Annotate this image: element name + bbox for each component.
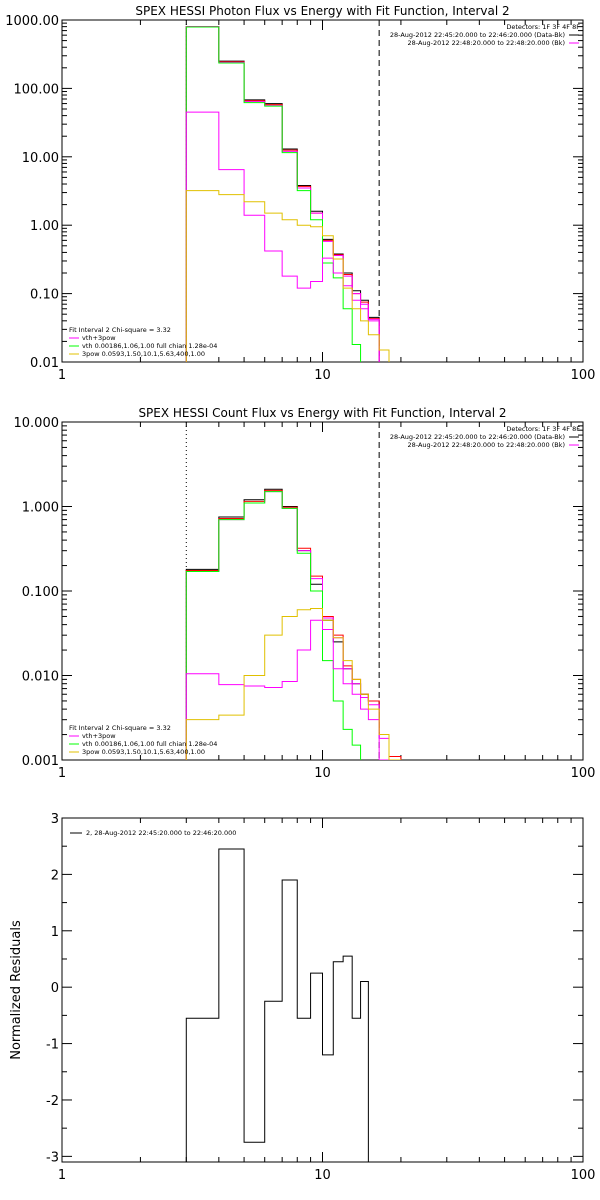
panel-photon: SPEX HESSI Photon Flux vs Energy with Fi… (5, 4, 596, 383)
y-tick-label: 1.00 (30, 219, 59, 234)
detectors-label: Detectors: 1F 3F 4F 8F (506, 425, 580, 433)
chart-title: SPEX HESSI Count Flux vs Energy with Fit… (138, 406, 506, 420)
series-0-2 (185, 26, 380, 362)
y-tick-label: -3 (46, 1150, 59, 1165)
series-0-4 (185, 111, 380, 362)
x-tick-label: 1 (58, 766, 66, 781)
y-tick-label: 0.01 (30, 356, 59, 371)
series-group (185, 848, 369, 1162)
x-tick-label: 1 (58, 1168, 66, 1183)
legend: Fit Interval 2 Chi-square = 3.32vth+3pow… (69, 724, 217, 756)
legend: 2, 28-Aug-2012 22:45:20.000 to 22:46:20.… (70, 829, 236, 837)
x-tick-label: 10 (314, 1168, 331, 1183)
y-axis: 0.001 0.010 0.100 1.000 10.000 (14, 416, 583, 769)
x-tick-label: 100 (571, 766, 596, 781)
y-tick-label: 0.100 (22, 585, 59, 600)
y-tick-label: 10.00 (22, 151, 59, 166)
y-tick-label: 10.000 (14, 416, 60, 431)
y-tick-label: 1000.00 (5, 14, 59, 29)
legend-item: vth 0.00186,1.06,1.00 full chian 1.28e-0… (82, 740, 217, 748)
x-tick-label: 1 (58, 368, 66, 383)
x-tick-label: 10 (314, 368, 331, 383)
series-2-0 (185, 848, 369, 1162)
y-tick-label: 0.001 (22, 754, 59, 769)
y-tick-label: 0.10 (30, 288, 59, 303)
legend-title: Fit Interval 2 Chi-square = 3.32 (69, 724, 171, 732)
y-tick-label: -2 (46, 1094, 59, 1109)
series-1-5 (185, 608, 402, 760)
series-1-3 (185, 491, 362, 760)
y-tick-label: 3 (51, 812, 59, 827)
x-tick-label: 100 (571, 1168, 596, 1183)
series-1-4 (185, 619, 390, 760)
legend-item: vth 0.00186,1.06,1.00 full chian 1.28e-0… (82, 342, 217, 350)
legend-item: 3pow 0.0593,1.50,10.1,5.63,400,1.00 (82, 350, 205, 358)
x-axis: 1 10 100 (58, 818, 596, 1183)
y-tick-label: 1 (51, 925, 59, 940)
x-axis: 1 10 100 (58, 20, 596, 383)
y-tick-label: 0 (51, 981, 59, 996)
legend-title: Fit Interval 2 Chi-square = 3.32 (69, 326, 171, 334)
legend: Fit Interval 2 Chi-square = 3.32vth+3pow… (69, 326, 217, 358)
y-axis: -3 -2 -1 0 1 2 3 (46, 812, 583, 1165)
panel-count: SPEX HESSI Count Flux vs Energy with Fit… (14, 406, 596, 781)
chart-title: SPEX HESSI Photon Flux vs Energy with Fi… (135, 4, 509, 18)
series-0-3 (185, 26, 362, 362)
x-axis: 1 10 100 (58, 422, 596, 781)
series-group (185, 26, 390, 362)
series-0-0 (185, 26, 380, 362)
y-tick-label: 1.000 (22, 501, 59, 516)
x-tick-label: 100 (571, 368, 596, 383)
y-axis-label: Normalized Residuals (9, 920, 24, 1060)
series-0-1 (185, 26, 380, 362)
y-tick-label: 2 (51, 868, 59, 883)
time-label: 28-Aug-2012 22:45:20.000 to 22:46:20.000… (390, 433, 565, 441)
x-tick-label: 10 (314, 766, 331, 781)
time-label: 28-Aug-2012 22:48:20.000 to 22:48:20.000… (408, 39, 565, 47)
legend-item: 3pow 0.0593,1.50,10.1,5.63,400,1.00 (82, 748, 205, 756)
panel-resid: 1 10 100 -3 -2 -1 0 1 2 3 Normalized Residuals 2, 2… (9, 812, 595, 1183)
time-label: 28-Aug-2012 22:45:20.000 to 22:46:20.000… (390, 31, 565, 39)
series-1-1 (185, 489, 402, 760)
legend-item: vth+3pow (82, 732, 116, 740)
legend-item: 2, 28-Aug-2012 22:45:20.000 to 22:46:20.… (86, 829, 236, 837)
series-group (185, 488, 402, 760)
legend-item: vth+3pow (82, 334, 116, 342)
plot-frame (61, 19, 584, 363)
detectors-label: Detectors: 1F 3F 4F 8F (506, 23, 580, 31)
time-label: 28-Aug-2012 22:48:20.000 to 22:48:20.000… (408, 441, 565, 449)
y-axis: 0.01 0.10 1.00 10.00 100.00 1000.00 (5, 14, 583, 371)
y-tick-label: 0.010 (22, 670, 59, 685)
y-tick-label: 100.00 (14, 82, 60, 97)
series-0-5 (185, 190, 390, 362)
y-tick-label: -1 (46, 1038, 59, 1053)
